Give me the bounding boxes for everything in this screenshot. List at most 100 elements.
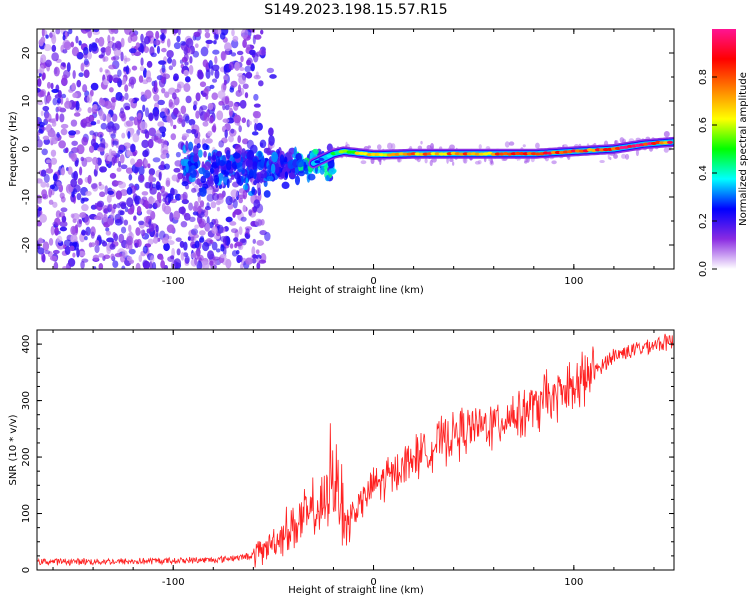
spectrogram-noise-blob — [152, 157, 161, 163]
spectrogram-cluster-blob — [236, 177, 242, 185]
spectrogram-faint-blob — [524, 160, 528, 164]
spectrogram-noise-blob — [254, 122, 258, 132]
spectrogram-noise-blob — [248, 120, 252, 126]
spectrogram-noise-blob — [194, 201, 199, 208]
spectrogram-noise-blob — [83, 69, 90, 78]
spectrogram-noise-blob — [234, 61, 240, 71]
spectrogram-cluster-blob — [213, 167, 219, 175]
spectrogram-noise-blob — [184, 61, 189, 66]
spectrogram-noise-blob — [81, 258, 89, 263]
spectrogram-noise-blob — [99, 134, 103, 142]
spectrogram-noise-blob — [253, 110, 261, 119]
spectrogram-noise-blob — [144, 158, 149, 167]
spectrogram-noise-blob — [163, 163, 170, 170]
spectrogram-noise-blob — [183, 53, 189, 62]
spectrogram-noise-blob — [203, 112, 210, 123]
spectrogram-faint-blob — [424, 158, 428, 164]
spectrogram-noise-blob — [110, 133, 116, 139]
spectrogram-noise-blob — [120, 189, 128, 196]
spectrogram-noise-blob — [109, 172, 117, 179]
spectrogram-noise-blob — [155, 184, 163, 191]
spectrogram-noise-blob — [128, 98, 135, 103]
spectrogram-noise-blob — [37, 247, 45, 255]
spectrogram-noise-blob — [210, 65, 214, 76]
spectrogram-noise-blob — [224, 42, 232, 52]
spectrogram-noise-blob — [230, 39, 239, 49]
spectrogram-faint-blob — [430, 143, 434, 150]
spectrogram-noise-blob — [175, 151, 181, 158]
spectrogram-noise-blob — [230, 128, 235, 134]
spectrogram-noise-blob — [205, 39, 214, 44]
spectrogram-noise-blob — [146, 209, 153, 215]
spectrogram-faint-blob — [635, 149, 639, 157]
spectrogram-xtick-label: 0 — [370, 276, 376, 287]
spectrogram-noise-blob — [112, 231, 117, 239]
spectrogram-cluster-blob — [289, 172, 296, 179]
colorbar-gradient — [712, 29, 736, 269]
spectrogram-noise-blob — [192, 211, 199, 216]
spectrogram-noise-blob — [153, 94, 160, 102]
spectrogram-noise-blob — [80, 260, 85, 269]
spectrogram-noise-blob — [136, 238, 142, 248]
spectrogram-faint-blob — [376, 144, 382, 150]
colorbar-label: Normalized spectral amplitude — [738, 72, 749, 226]
spectrogram-noise-blob — [88, 43, 92, 53]
spectrogram-noise-blob — [245, 71, 253, 79]
spectrogram-noise-blob — [138, 254, 143, 263]
spectrogram-noise-blob — [139, 174, 145, 182]
spectrogram-noise-blob — [228, 61, 235, 71]
spectrogram-noise-blob — [230, 80, 238, 88]
spectrogram-noise-blob — [256, 122, 263, 131]
spectrogram-noise-blob — [88, 242, 93, 248]
spectrogram-noise-blob — [37, 237, 44, 245]
spectrogram-noise-blob — [253, 93, 259, 101]
spectrogram-noise-blob — [99, 166, 107, 173]
spectrogram-noise-blob — [107, 217, 114, 226]
colorbar-tick-label: 0.8 — [698, 69, 709, 85]
spectrogram-noise-blob — [92, 103, 98, 110]
spectrogram-noise-blob — [235, 249, 240, 255]
spectrogram-noise-blob — [215, 248, 221, 253]
spectrogram-noise-blob — [197, 205, 202, 214]
spectrogram-cluster-blob — [232, 152, 241, 159]
spectrogram-noise-blob — [94, 244, 100, 254]
colorbar-tick-label: 0.6 — [698, 117, 709, 133]
spectrogram-noise-blob — [209, 84, 215, 89]
spectrogram-noise-blob — [238, 197, 243, 204]
spectrogram-noise-blob — [65, 147, 69, 154]
spectrogram-noise-blob — [242, 204, 247, 213]
spectrogram-noise-blob — [158, 171, 162, 181]
spectrogram-noise-blob — [249, 49, 256, 56]
spectrogram-noise-blob — [242, 39, 247, 49]
spectrogram-noise-blob — [137, 112, 142, 120]
spectrogram-noise-blob — [110, 212, 115, 219]
spectrogram-cluster-blob — [257, 161, 264, 171]
spectrogram-noise-blob — [155, 30, 160, 40]
spectrogram-noise-blob — [163, 205, 172, 215]
spectrogram-noise-blob — [41, 148, 48, 156]
spectrogram-noise-blob — [57, 89, 62, 98]
spectrogram-cluster-blob — [203, 150, 207, 158]
spectrogram-noise-blob — [222, 103, 226, 111]
spectrogram-noise-blob — [147, 163, 151, 169]
spectrogram-noise-blob — [50, 225, 55, 236]
spectrogram-noise-blob — [98, 263, 104, 269]
spectrogram-noise-blob — [133, 51, 142, 57]
spectrogram-noise-blob — [75, 100, 80, 111]
spectrogram-noise-blob — [56, 181, 62, 188]
spectrogram-noise-blob — [239, 238, 247, 244]
spectrogram-noise-blob — [177, 172, 184, 180]
spectrogram-noise-blob — [44, 112, 52, 122]
spectrogram-noise-blob — [121, 132, 126, 139]
spectrogram-noise-blob — [183, 46, 188, 55]
spectrogram-noise-blob — [160, 191, 169, 197]
spectrogram-noise-blob — [222, 118, 230, 123]
spectrogram-noise-blob — [211, 256, 220, 261]
spectrogram-noise-blob — [253, 199, 261, 209]
spectrogram-cluster-blob — [241, 148, 247, 159]
spectrogram-noise-blob — [92, 156, 98, 166]
spectrogram-ytick-label: 0 — [21, 146, 32, 152]
spectrogram-noise-blob — [167, 256, 175, 262]
spectrogram-cluster-blob — [211, 154, 217, 161]
spectrogram-noise-blob — [220, 253, 227, 259]
